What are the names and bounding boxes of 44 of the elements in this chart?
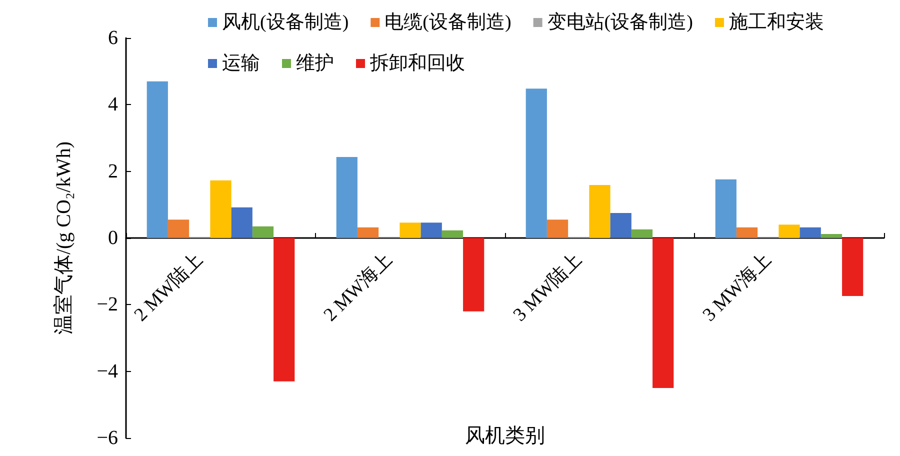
bar [820,234,842,238]
bar [610,213,632,238]
y-tick-label: 2 [108,160,118,182]
bar [231,207,252,238]
x-tick-label: 2 MW海上 [320,249,396,326]
legend-label: 风机(设备制造) [222,12,349,33]
bar [442,230,464,238]
y-tick-label: 0 [108,227,118,249]
bar [526,88,547,238]
y-tick-label: −4 [96,360,118,382]
legend-label: 维护 [296,52,334,74]
legend-label: 拆卸和回收 [369,53,465,74]
y-tick-label: −6 [96,427,118,449]
bar [778,224,800,238]
y-tick-label: 4 [108,94,118,116]
x-tick-label: 3 MW海上 [698,249,776,326]
x-axis-title: 风机类别 [465,425,545,447]
bar [168,220,190,238]
x-tick-label: 3 MW陆上 [509,249,586,326]
bar [736,227,758,238]
bar [420,222,442,238]
bar [400,222,421,238]
bar [589,185,610,238]
y-tick-label: 6 [108,27,118,49]
bar [336,157,358,238]
legend-label: 变电站(设备制造) [547,11,693,33]
bar [210,180,232,238]
bar [631,229,653,238]
legend-label: 电缆(设备制造) [384,12,512,33]
bar [715,179,736,238]
bar [652,238,674,388]
y-tick-label: −2 [96,294,118,316]
bar [146,81,168,238]
bar [274,238,295,382]
x-tick-label: 2 MW陆上 [130,249,207,326]
bar [842,238,864,296]
legend-label: 运输 [222,53,260,74]
bar [357,227,379,238]
y-axis-title: 温室气体/(g CO₂/kWh) [52,141,75,335]
bar [252,226,274,238]
bar [546,220,568,238]
bar [800,227,821,238]
bar [463,238,484,312]
legend-label: 施工和安装 [728,11,824,33]
